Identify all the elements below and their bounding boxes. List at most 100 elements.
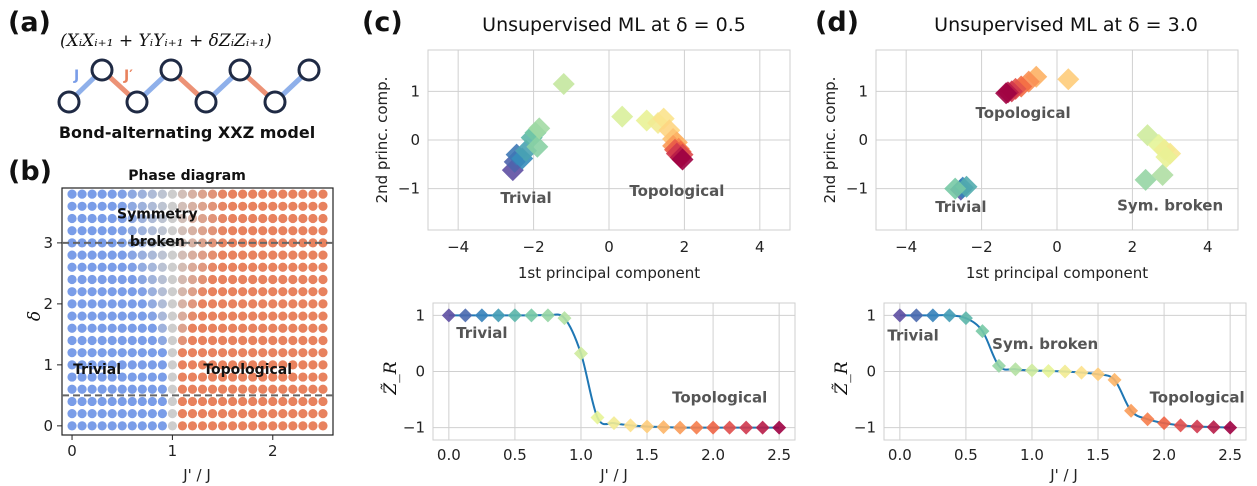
phase-dot (107, 372, 117, 382)
phase-diagram-xlabel: J' / J (182, 466, 211, 484)
phase-dot (228, 323, 238, 333)
phase-dot (107, 262, 117, 272)
phase-dot (258, 384, 268, 394)
phase-dot (137, 384, 147, 394)
zr-point (975, 324, 990, 339)
phase-dot (258, 201, 268, 211)
phase-dot (107, 213, 117, 224)
phase-dot (197, 311, 208, 321)
zr-point (557, 311, 572, 326)
phase-dot (147, 287, 157, 297)
x-tick-label: 0.5 (954, 446, 978, 464)
phase-dot (107, 421, 117, 431)
pca-point (526, 135, 549, 158)
phase-dot (228, 213, 238, 224)
phase-dot (278, 360, 288, 370)
phase-dot (77, 384, 87, 394)
phase-dot (87, 274, 97, 285)
phase-dot (288, 238, 298, 248)
x-tick-label: 0.5 (503, 446, 527, 464)
phase-dot (268, 213, 278, 224)
phase-dot (77, 213, 87, 224)
phase-dot (318, 250, 328, 260)
phase-dot (117, 287, 127, 297)
phase-dot (207, 384, 218, 394)
phase-dot (298, 348, 308, 358)
phase-dot (137, 311, 147, 321)
phase-dot (87, 213, 97, 224)
phase-diagram-dots (67, 189, 328, 431)
phase-dot (87, 396, 97, 407)
zr-xlabel: J' / J (1049, 466, 1078, 484)
phase-dot (87, 311, 97, 321)
phase-dot (268, 335, 278, 346)
zr-point (1024, 363, 1039, 378)
phase-dot (77, 189, 87, 199)
phase-dot (228, 250, 238, 260)
phase-dot (197, 262, 208, 272)
zr-point (1190, 419, 1205, 434)
pca-point (611, 105, 634, 128)
panel-label-d: (d) (815, 7, 859, 38)
phase-dot (217, 360, 228, 370)
phase-dot (217, 262, 228, 272)
phase-dot (298, 226, 308, 236)
phase-dot (278, 213, 288, 224)
phase-dot (258, 335, 268, 346)
phase-dot (278, 250, 288, 260)
phase-dot (288, 372, 298, 382)
y-tick-label: 1 (415, 306, 425, 324)
phase-dot (97, 226, 107, 236)
phase-dot (177, 299, 188, 309)
y-tick-label: 3 (43, 234, 53, 252)
phase-dot (258, 421, 268, 431)
phase-dot (278, 311, 288, 321)
phase-dot (157, 348, 167, 358)
model-caption: Bond-alternating XXZ model (59, 123, 315, 142)
phase-dot (238, 299, 248, 309)
zr-points (441, 308, 787, 435)
phase-dot (248, 348, 258, 358)
phase-dot (217, 250, 228, 260)
phase-annotation: Trivial (935, 198, 986, 216)
x-tick-label: −2 (971, 238, 993, 256)
phase-dot (258, 213, 268, 224)
phase-dot (77, 421, 87, 431)
phase-dot (278, 372, 288, 382)
zr-point (507, 308, 522, 323)
phase-dot (127, 287, 137, 297)
phase-dot (298, 287, 308, 297)
zr-plot-delta-3-0: Trivial Sym. broken Topological 0.0 0.5 1.0 1… (832, 302, 1247, 484)
phase-dot (167, 384, 178, 394)
y-tick-label: 0 (866, 363, 876, 381)
site-node (125, 90, 149, 114)
x-tick-label: 2.5 (767, 446, 791, 464)
phase-dot (298, 372, 308, 382)
phase-dot (308, 396, 318, 407)
phase-dot (217, 409, 228, 419)
phase-dot (248, 409, 258, 419)
phase-dot (268, 262, 278, 272)
phase-dot (318, 348, 328, 358)
zr-point (1157, 416, 1172, 431)
phase-dot (217, 311, 228, 321)
phase-dot (248, 384, 258, 394)
phase-dot (238, 384, 248, 394)
phase-dot (258, 348, 268, 358)
phase-dot (117, 421, 127, 431)
phase-dot (298, 396, 308, 407)
phase-dot (207, 348, 218, 358)
phase-dot (177, 250, 188, 260)
x-tick-label: 1.0 (1020, 446, 1044, 464)
pca-annotations: Topological Trivial Sym. broken (935, 104, 1223, 216)
zr-xlabel: J' / J (599, 466, 628, 484)
x-tick-label: 4 (755, 238, 765, 256)
phase-dot (87, 348, 97, 358)
phase-dot (197, 372, 208, 382)
phase-dot (77, 323, 87, 333)
pca-ylabel: 2nd princ. comp. (821, 77, 839, 204)
phase-dot (207, 311, 218, 321)
phase-dot (137, 372, 147, 382)
x-tick-label: 1.5 (1086, 446, 1110, 464)
phase-dot (318, 189, 328, 199)
